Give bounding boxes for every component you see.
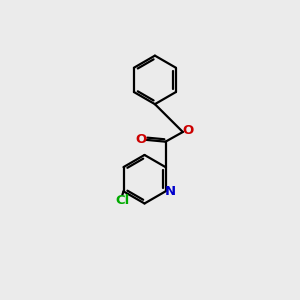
Text: O: O [182,124,194,137]
Text: N: N [165,185,176,198]
Text: O: O [135,133,146,146]
Text: Cl: Cl [115,194,130,207]
